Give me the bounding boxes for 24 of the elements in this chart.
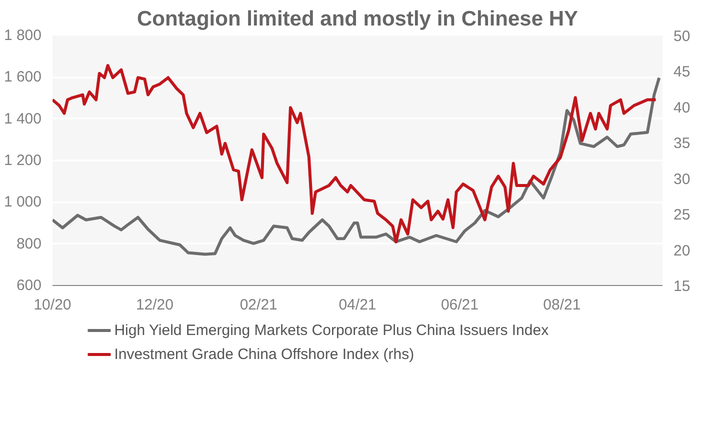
x-tick-label: 06/21 [440, 296, 479, 314]
y-tick-label: 1 800 [4, 27, 42, 44]
y2-tick-label: 35 [674, 135, 690, 152]
y2-tick-label: 30 [674, 170, 690, 188]
x-tick-label: 08/21 [543, 296, 581, 314]
y2-tick-label: 15 [674, 278, 690, 295]
legend-label: High Yield Emerging Markets Corporate Plus China Issuers Index [114, 322, 550, 339]
y-tick-label: 800 [16, 235, 42, 252]
y-tick-label: 600 [16, 277, 42, 294]
x-tick-label: 04/21 [338, 296, 376, 314]
y-tick-label: 1 200 [4, 152, 42, 169]
y2-tick-label: 20 [674, 242, 690, 260]
y2-tick-label: 40 [674, 99, 690, 116]
y2-tick-label: 50 [674, 28, 690, 45]
x-tick-label: 12/20 [136, 296, 174, 314]
legend-label: Investment Grade China Offshore Index (rhs) [114, 346, 414, 363]
y2-tick-label: 25 [674, 206, 690, 224]
y-tick-label: 1 400 [4, 110, 42, 128]
x-tick-label: 02/21 [240, 296, 278, 314]
y2-tick-label: 45 [674, 64, 690, 81]
y-tick-label: 1 000 [4, 194, 42, 211]
chart-title: Contagion limited and mostly in Chinese HY [136, 8, 578, 30]
x-tick-label: 10/20 [34, 296, 72, 314]
y-tick-label: 1 600 [4, 68, 42, 86]
